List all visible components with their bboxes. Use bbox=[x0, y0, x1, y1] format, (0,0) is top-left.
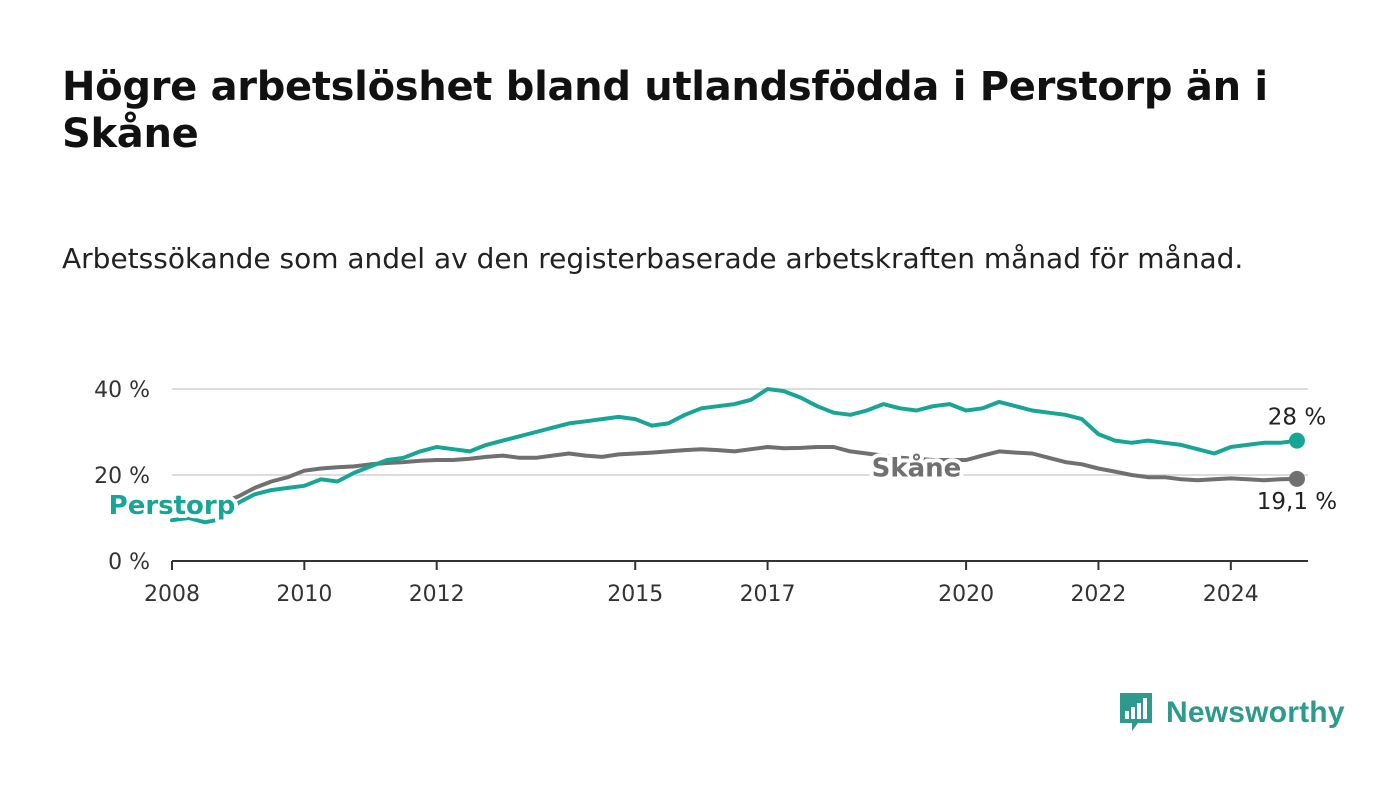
series-labels: Perstorp Skåne 28 % 19,1 % bbox=[105, 402, 1341, 526]
x-tick-label: 2015 bbox=[607, 582, 663, 607]
line-chart: 0 % 20 % 40 % 2008 2010 2012 2015 2017 2020 2022… bbox=[94, 378, 1341, 607]
series-layer bbox=[170, 387, 1305, 525]
newsworthy-logo-icon bbox=[1120, 693, 1152, 731]
y-tick-label: 40 % bbox=[94, 378, 150, 403]
end-point-skane bbox=[1288, 470, 1305, 487]
chart-title: Högre arbetslöshet bland utlandsfödda i … bbox=[62, 64, 1268, 157]
end-value-label-perstorp: 28 % bbox=[1268, 405, 1326, 431]
series-name-perstorp: Perstorp bbox=[109, 491, 236, 521]
x-tick-label: 2010 bbox=[276, 582, 332, 607]
y-tick-label: 20 % bbox=[94, 464, 150, 489]
x-tick-labels: 2008 2010 2012 2015 2017 2020 2022 2024 bbox=[144, 561, 1259, 607]
x-tick-label: 2012 bbox=[409, 582, 465, 607]
end-value-label-skane: 19,1 % bbox=[1257, 489, 1337, 515]
x-tick-label: 2008 bbox=[144, 582, 200, 607]
brand-name: Newsworthy bbox=[1166, 696, 1345, 729]
y-tick-labels: 0 % 20 % 40 % bbox=[94, 378, 150, 575]
series-name-skane: Skåne bbox=[872, 452, 962, 484]
y-tick-label: 0 % bbox=[108, 550, 150, 575]
series-line-skane bbox=[170, 445, 1299, 508]
chart-subtitle: Arbetssökande som andel av den registerb… bbox=[62, 242, 1244, 275]
x-tick-label: 2020 bbox=[938, 582, 994, 607]
brand: Newsworthy bbox=[1118, 690, 1345, 736]
x-tick-label: 2017 bbox=[740, 582, 796, 607]
end-point-perstorp bbox=[1288, 432, 1305, 449]
grid-layer bbox=[172, 388, 1308, 562]
x-tick-label: 2022 bbox=[1070, 582, 1126, 607]
series-line-perstorp bbox=[170, 387, 1299, 525]
x-tick-label: 2024 bbox=[1203, 582, 1259, 607]
